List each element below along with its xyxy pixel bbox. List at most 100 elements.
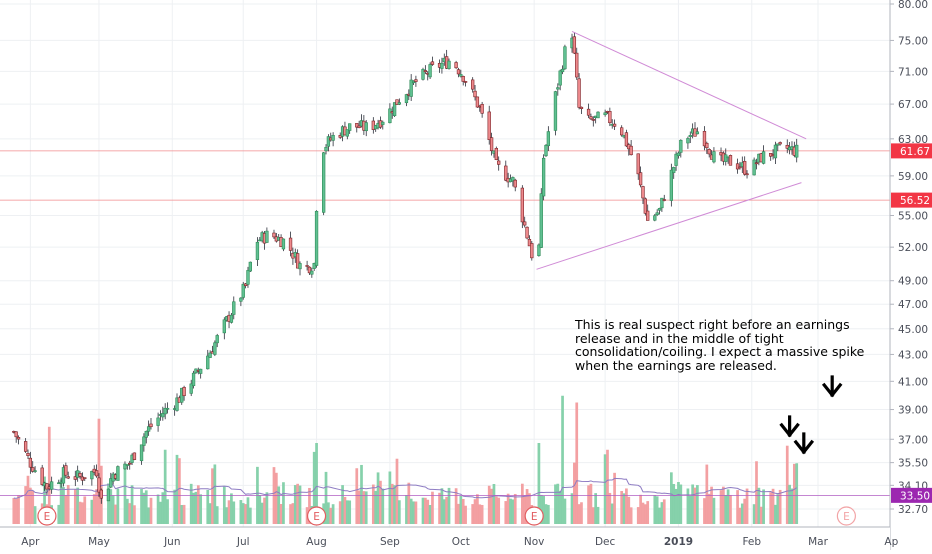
candle-body bbox=[423, 70, 428, 73]
down-arrow-icon bbox=[793, 432, 815, 455]
volume-bar bbox=[123, 463, 127, 524]
candle-body bbox=[795, 144, 799, 158]
volume-bar bbox=[710, 486, 713, 524]
volume-bar bbox=[646, 501, 650, 524]
y-tick-label: 35.50 bbox=[898, 458, 928, 470]
volume-bar bbox=[558, 490, 562, 524]
volume-bar bbox=[173, 489, 177, 524]
volume-bar bbox=[738, 507, 742, 524]
y-tick-label: 45.00 bbox=[898, 324, 928, 336]
candle-body bbox=[83, 477, 87, 479]
candle-body bbox=[199, 368, 203, 374]
volume-bar bbox=[476, 494, 479, 524]
candle-body bbox=[28, 457, 33, 468]
candle-body bbox=[106, 488, 111, 502]
candle-body bbox=[109, 478, 113, 488]
candle-body bbox=[579, 106, 584, 109]
price-label-badge bbox=[891, 487, 932, 503]
candle-body bbox=[752, 159, 756, 176]
earnings-marker: E bbox=[836, 506, 856, 526]
candle-body bbox=[146, 426, 151, 432]
candle-body bbox=[255, 241, 260, 260]
volume-bar bbox=[315, 443, 318, 524]
volume-bar bbox=[43, 476, 46, 524]
y-tick-label: 75.00 bbox=[898, 35, 928, 47]
candle-body bbox=[646, 210, 650, 221]
volume-bar bbox=[324, 471, 328, 524]
candle-body bbox=[163, 407, 167, 415]
candle-body bbox=[785, 144, 789, 149]
x-tick-label: May bbox=[88, 536, 110, 548]
volume-bar bbox=[653, 495, 657, 524]
down-arrow-icon bbox=[779, 415, 800, 438]
volume-bar bbox=[504, 501, 508, 524]
price-label-text: 56.52 bbox=[900, 195, 930, 207]
volume-bar bbox=[109, 489, 113, 524]
volume-bar bbox=[31, 490, 35, 524]
candle-body bbox=[239, 297, 243, 302]
volume-bar bbox=[298, 485, 302, 524]
volume-bar bbox=[95, 489, 98, 524]
volume-bar bbox=[76, 487, 80, 524]
volume-bar bbox=[523, 495, 527, 524]
candle-body bbox=[504, 165, 508, 181]
volume-bar bbox=[478, 504, 482, 524]
candle-body bbox=[660, 197, 664, 209]
volume-bar bbox=[672, 484, 676, 524]
volume-bar bbox=[561, 395, 564, 524]
earnings-marker-circle bbox=[306, 506, 327, 526]
volume-bar bbox=[520, 483, 524, 524]
earnings-marker-circle bbox=[524, 506, 544, 526]
volume-bar bbox=[705, 464, 709, 524]
volume-bar bbox=[343, 496, 347, 524]
y-tick-label: 55.00 bbox=[898, 211, 928, 223]
y-tick-label: 49.00 bbox=[898, 276, 928, 288]
volume-bar bbox=[407, 482, 411, 524]
volume-bar bbox=[78, 501, 82, 524]
candle-body bbox=[409, 79, 413, 97]
candle-body bbox=[40, 467, 44, 485]
time-axis-bg bbox=[0, 527, 890, 550]
volume-bar bbox=[660, 502, 664, 524]
candle-body bbox=[655, 212, 659, 216]
earnings-marker-label: E bbox=[44, 511, 51, 523]
volume-bar bbox=[679, 484, 683, 524]
volume-bar bbox=[289, 504, 292, 524]
volume-bar bbox=[371, 484, 375, 524]
volume-bar bbox=[442, 499, 446, 524]
volume-bar bbox=[575, 402, 579, 524]
volume-bar bbox=[691, 484, 694, 524]
volume-bar bbox=[17, 495, 20, 524]
earnings-marker: E bbox=[306, 506, 327, 526]
volume-bar bbox=[790, 488, 794, 524]
volume-bar bbox=[33, 506, 37, 524]
candle-body bbox=[414, 79, 418, 82]
volume-bar bbox=[166, 499, 169, 524]
candle-body bbox=[123, 463, 127, 470]
volume-bar bbox=[142, 492, 146, 524]
candle-body bbox=[128, 462, 132, 465]
volume-bar bbox=[178, 458, 181, 524]
candle-body bbox=[66, 476, 70, 479]
volume-bar bbox=[14, 498, 18, 524]
candle-body bbox=[596, 111, 600, 119]
volume-bar bbox=[424, 497, 427, 524]
x-tick-label: Oct bbox=[452, 536, 470, 548]
candle-body bbox=[430, 61, 435, 65]
volume-bars bbox=[12, 395, 799, 524]
volume-bar bbox=[388, 471, 392, 524]
y-tick-label: 32.70 bbox=[898, 504, 928, 516]
volume-bar bbox=[625, 488, 628, 524]
candle-body bbox=[23, 441, 28, 452]
candle-body bbox=[539, 193, 543, 248]
volume-bar bbox=[246, 497, 250, 524]
volume-bar bbox=[622, 493, 626, 524]
candle-body bbox=[312, 262, 316, 269]
volume-bar bbox=[180, 505, 184, 524]
volume-bar bbox=[745, 488, 749, 524]
volume-bar bbox=[610, 503, 614, 524]
candle-body bbox=[139, 444, 144, 462]
candle-body bbox=[182, 387, 186, 397]
volume-bar bbox=[376, 472, 380, 524]
candle-body bbox=[16, 437, 21, 440]
